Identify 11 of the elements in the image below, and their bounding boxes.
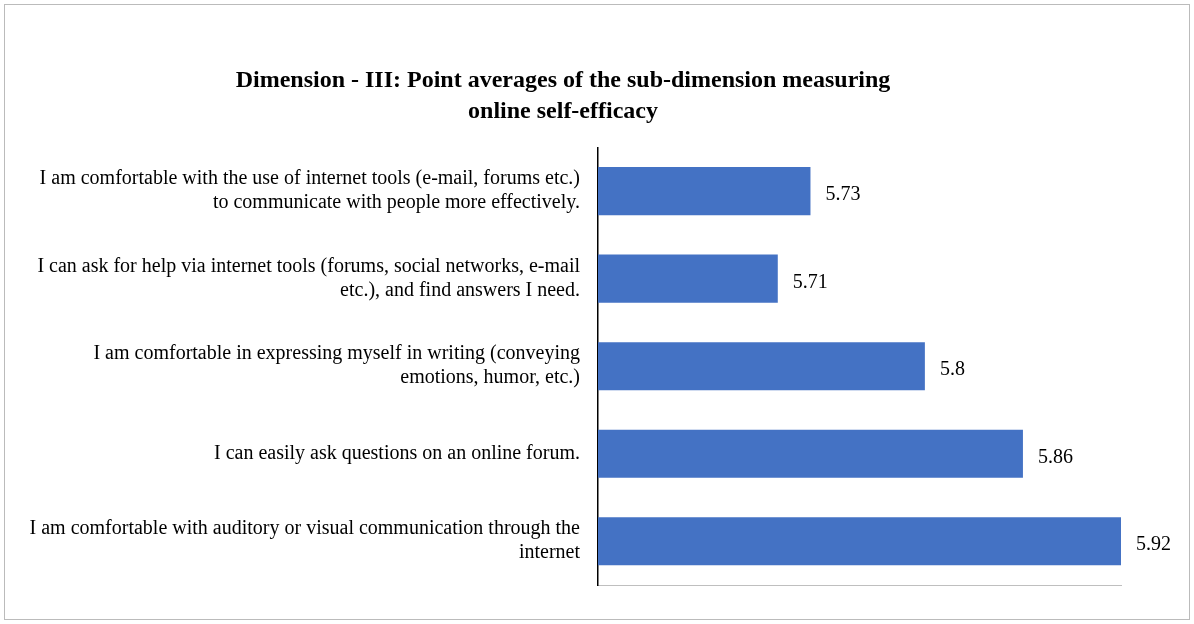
y-tick-label: I am comfortable with auditory or visual communication through the internet: [29, 516, 581, 563]
y-tick-label: I am comfortable with the use of internet tools (e-mail, forums etc.) to communicate with people more effectively.: [39, 166, 580, 214]
data-label: 5.73: [825, 182, 861, 205]
y-tick-label: I am comfortable in expressing myself in writing (conveying emotions, humor, etc.): [93, 341, 580, 389]
data-label: 5.92: [1136, 532, 1171, 555]
chart-title: Dimension - III: Point averages of the sub-dimension measuring online self-efficacy: [235, 65, 891, 123]
y-tick-label: I can easily ask questions on an online forum.: [213, 440, 580, 464]
data-label: 5.86: [1037, 444, 1073, 467]
y-tick-label: I can ask for help via internet tools (forums, social networks, e-mail etc.), and find answers I need.: [37, 253, 581, 301]
data-label: 5.8: [939, 357, 965, 380]
data-label: 5.71: [792, 269, 828, 292]
